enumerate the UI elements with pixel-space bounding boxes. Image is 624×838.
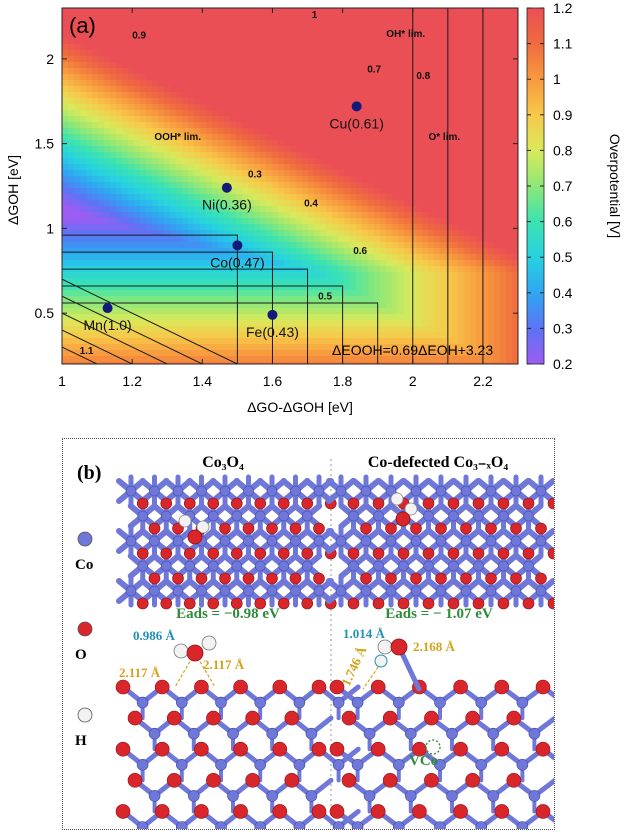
y-tick-label: 1 <box>46 220 54 236</box>
data-point-label: Ni(0.36) <box>202 197 252 213</box>
h-atom <box>377 639 393 655</box>
contour-label: O* lim. <box>428 132 460 143</box>
contour-label: 1.1 <box>80 346 94 357</box>
right-hbond-length: 1.746 Å <box>338 643 370 688</box>
colorbar-tick-label: 0.3 <box>553 320 573 336</box>
colorbar-tick-label: 0.4 <box>553 285 573 301</box>
formula-annotation: ΔEOOH=0.69ΔEOH+3.23 <box>332 342 493 358</box>
heatmap-chart: 1 1.2 1.4 1.6 1.8 2 2.2 0.5 1 1.5 2 1 0.9 OH* lim. 0.… <box>5 0 623 415</box>
panel-b-adsorption-structures: (b) Co₃O₄ Co-defected Co₃₋ₓO₄ Eads = −0.… <box>62 438 555 830</box>
panel-a-label: (a) <box>69 13 96 38</box>
contour-label: 0.5 <box>318 292 332 303</box>
right-co-o-bond-length: 2.168 Å <box>413 639 456 654</box>
cobalt-vacancy-label: VCo <box>409 753 438 769</box>
contour-line <box>62 234 238 364</box>
colorbar-tick-label: 0.6 <box>553 214 573 230</box>
adsorbed-h-atom <box>196 520 210 534</box>
contour-line <box>62 302 379 364</box>
data-point-label: Mn(1.0) <box>83 317 131 333</box>
panel-a-volcano-heatmap: 1 1.2 1.4 1.6 1.8 2 2.2 0.5 1 1.5 2 1 0.9 OH* lim. 0.… <box>5 0 623 415</box>
side-view-defected <box>329 638 554 829</box>
x-tick-label: 1.6 <box>263 373 283 389</box>
left-adsorption-energy: Eads = −0.98 eV <box>176 606 280 622</box>
side-view-pristine <box>115 635 361 829</box>
adsorbed-o-atom <box>187 529 203 545</box>
contour-line <box>62 285 344 364</box>
colorbar-tick-label: 1.1 <box>553 36 573 52</box>
colorbar-tick-label: 0.7 <box>553 178 573 194</box>
left-structure-title: Co₃O₄ <box>202 454 244 471</box>
panel-b-label: (b) <box>77 462 101 484</box>
cobalt-vacancy-marker <box>425 739 441 755</box>
x-tick-label: 2 <box>409 373 417 389</box>
legend-swatch <box>77 621 93 637</box>
colorbar-label: Overpotential [V] <box>607 134 623 238</box>
top-view-lattice-pristine <box>116 474 337 610</box>
adsorbed-o-atom <box>395 511 411 527</box>
contour-line <box>62 251 273 364</box>
contour-label: 1 <box>312 10 318 21</box>
data-point-label: Co(0.47) <box>210 254 264 270</box>
data-point-label: Cu(0.61) <box>329 115 383 131</box>
h-atom <box>173 643 189 659</box>
legend-swatch <box>77 707 93 723</box>
colorbar-tick-label: 0.5 <box>553 249 573 265</box>
o-atom <box>186 644 204 662</box>
data-point <box>267 309 278 320</box>
y-axis-label: ΔGOH [eV] <box>5 155 21 225</box>
right-structure-title: Co-defected Co₃₋ₓO₄ <box>368 454 509 471</box>
y-tick-label: 2 <box>46 51 54 67</box>
contour-label: 0.6 <box>353 246 367 257</box>
contour-label: 0.3 <box>248 170 262 181</box>
data-point <box>351 101 362 112</box>
structure-illustration: (b) Co₃O₄ Co-defected Co₃₋ₓO₄ Eads = −0.… <box>75 454 554 829</box>
left-bond-length-2: 2.117 Å <box>203 657 245 672</box>
left-bond-length-1: 2.117 Å <box>119 665 161 680</box>
adsorbed-h-atom <box>404 502 418 516</box>
left-oh-bond-length: 0.986 Å <box>133 628 176 643</box>
data-point-label: Fe(0.43) <box>246 324 299 340</box>
contour-label: 0.7 <box>367 64 381 75</box>
adsorbed-h-atom <box>390 492 404 506</box>
colorbar-tick-label: 1.2 <box>553 0 573 16</box>
legend-label: Co <box>75 557 93 573</box>
legend-swatch <box>77 531 93 547</box>
y-tick-label: 1.5 <box>35 136 55 152</box>
x-tick-label: 1 <box>58 373 66 389</box>
contour-label: OH* lim. <box>386 29 425 40</box>
contour-label: 0.8 <box>416 71 430 82</box>
x-axis-label: ΔGO-ΔGOH [eV] <box>247 399 353 415</box>
colorbar-tick-label: 0.2 <box>553 356 573 372</box>
data-point <box>102 303 113 314</box>
data-point <box>232 240 243 251</box>
h-atom <box>374 654 388 668</box>
contour-label: 0.9 <box>132 31 146 42</box>
legend-label: O <box>75 647 87 663</box>
legend-label: H <box>75 733 87 749</box>
right-adsorption-energy: Eads = − 1.07 eV <box>385 606 493 622</box>
x-tick-label: 2.2 <box>473 373 493 389</box>
contour-label: OOH* lim. <box>154 132 201 143</box>
x-tick-label: 1.2 <box>122 373 142 389</box>
right-oh-bond-length: 1.014 Å <box>343 626 386 641</box>
x-tick-label: 1.8 <box>333 373 353 389</box>
o-atom <box>390 638 408 656</box>
x-tick-label: 1.4 <box>193 373 213 389</box>
h-atom <box>201 635 217 651</box>
contour-label: 0.4 <box>304 198 318 209</box>
data-point <box>221 182 232 193</box>
atom-legend: Co O H <box>75 531 93 749</box>
colorbar-tick-label: 1 <box>553 71 561 87</box>
y-tick-label: 0.5 <box>35 305 55 321</box>
colorbar-tick-label: 0.8 <box>553 142 573 158</box>
plot-frame <box>61 7 519 365</box>
contour-line <box>62 268 309 364</box>
top-view-lattice-defected <box>326 474 554 610</box>
adsorbed-h-atom <box>178 514 192 528</box>
colorbar-tick-label: 0.9 <box>553 107 573 123</box>
